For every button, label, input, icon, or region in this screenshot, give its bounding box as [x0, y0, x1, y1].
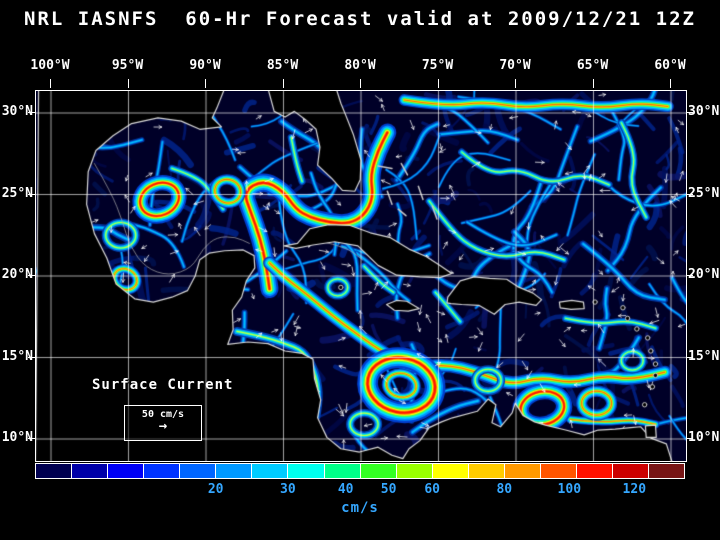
- colorbar-cell: [468, 464, 505, 478]
- lon-tick: [437, 79, 439, 88]
- lon-axis-label: 80°W: [344, 58, 376, 73]
- lon-tick: [50, 79, 51, 88]
- lat-tick: [28, 356, 35, 358]
- lat-tick: [28, 438, 35, 439]
- lon-tick: [592, 79, 594, 88]
- lat-axis-label-right: 25°N: [688, 185, 720, 201]
- lat-axis-label-left: 10°N: [1, 430, 33, 445]
- lat-tick: [28, 193, 35, 195]
- colorbar-cell: [324, 464, 361, 478]
- colorbar-cell: [504, 464, 541, 478]
- vector-scale-box: 50 cm/s →: [124, 405, 202, 441]
- colorbar-cell: [216, 464, 253, 478]
- lat-axis-label-right: 20°N: [688, 267, 720, 282]
- lon-axis-label: 95°W: [111, 58, 144, 73]
- colorbar-cell: [613, 464, 650, 478]
- lon-axis-label: 60°W: [654, 58, 686, 73]
- colorbar-cell: [108, 464, 145, 478]
- map-frame: Surface Current 50 cm/s →: [35, 90, 687, 462]
- lon-tick: [515, 79, 516, 88]
- page-title: NRL IASNFS 60-Hr Forecast valid at 2009/…: [24, 8, 696, 30]
- colorbar-cell: [540, 464, 577, 478]
- colorbar-tick-label: 80: [496, 482, 513, 497]
- colorbar-tick-label: 120: [622, 482, 647, 497]
- colorbar: [35, 463, 685, 479]
- colorbar-cell: [72, 464, 109, 478]
- lat-tick: [686, 112, 693, 113]
- colorbar-tick-label: 30: [280, 482, 296, 497]
- colorbar-cell: [432, 464, 469, 478]
- lat-axis-label-left: 25°N: [1, 185, 33, 201]
- lat-tick: [28, 275, 35, 276]
- lon-tick: [670, 79, 671, 88]
- colorbar-tick-label: 100: [557, 482, 582, 497]
- lon-axis-label: 70°W: [499, 58, 531, 73]
- colorbar-cell: [360, 464, 397, 478]
- lat-tick: [686, 438, 693, 439]
- surface-current-map: [36, 91, 686, 461]
- lon-tick: [205, 79, 206, 88]
- colorbar-cell: [180, 464, 217, 478]
- lon-tick: [360, 79, 361, 88]
- vector-scale-arrow-icon: →: [158, 418, 168, 434]
- lat-tick: [686, 356, 693, 358]
- lon-axis-label: 100°W: [30, 58, 70, 73]
- colorbar-tick-label: 40: [337, 482, 354, 497]
- colorbar-cell: [576, 464, 613, 478]
- colorbar-tick-label: 50: [380, 482, 397, 497]
- colorbar-cell: [288, 464, 325, 478]
- lat-axis-label-left: 20°N: [1, 267, 33, 282]
- colorbar-tick-label: 20: [207, 482, 224, 497]
- lon-axis-label: 85°W: [266, 58, 299, 73]
- colorbar-unit: cm/s: [341, 500, 379, 516]
- colorbar-cell: [649, 464, 685, 478]
- lat-axis-label-right: 10°N: [688, 430, 720, 445]
- lon-tick: [282, 79, 284, 88]
- surface-current-label: Surface Current: [92, 377, 234, 393]
- lat-axis-label-left: 30°N: [1, 104, 33, 119]
- lon-axis-label: 75°W: [421, 58, 454, 73]
- lat-axis-label-right: 30°N: [688, 104, 720, 119]
- colorbar-cell: [144, 464, 181, 478]
- lat-axis-label-left: 15°N: [1, 348, 33, 364]
- vector-scale-label: 50 cm/s: [141, 409, 185, 420]
- lat-axis-label-right: 15°N: [688, 348, 720, 364]
- colorbar-cell: [36, 464, 73, 478]
- colorbar-cell: [396, 464, 433, 478]
- lat-tick: [686, 275, 693, 276]
- lat-tick: [28, 112, 35, 113]
- lon-axis-label: 90°W: [189, 58, 221, 73]
- colorbar-cell: [252, 464, 289, 478]
- lon-tick: [127, 79, 129, 88]
- lat-tick: [686, 193, 693, 195]
- colorbar-tick-label: 60: [424, 482, 440, 497]
- lon-axis-label: 65°W: [576, 58, 609, 73]
